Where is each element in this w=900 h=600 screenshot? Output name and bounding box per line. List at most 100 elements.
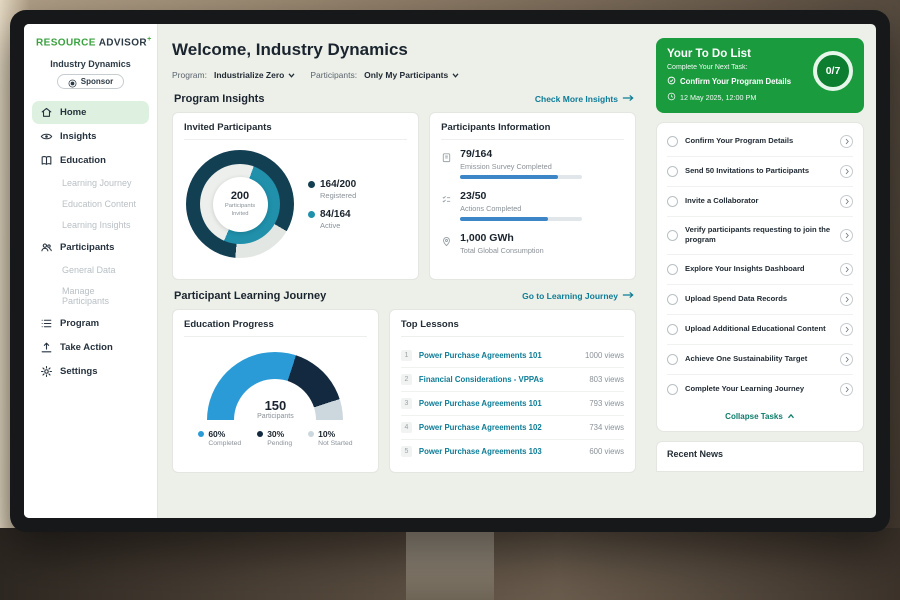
sidebar-item-label: Manage Participants (62, 286, 110, 307)
chevron-right-icon[interactable] (840, 292, 853, 306)
task-checkbox[interactable] (667, 293, 678, 305)
todo-subtitle: Complete Your Next Task: (667, 64, 748, 71)
participants-select-value: Only My Participants (364, 70, 449, 80)
chevron-right-icon[interactable] (840, 228, 853, 242)
sidebar-item-participants[interactable]: Participants (32, 236, 149, 259)
sidebar-item-home[interactable]: Home (32, 101, 149, 125)
lesson-views: 734 views (589, 423, 624, 432)
sidebar-item-general-data[interactable]: General Data (32, 260, 149, 280)
sidebar-item-label: Education (60, 155, 106, 167)
legend-label: Pending (267, 440, 293, 447)
todo-due-label: 12 May 2025, 12:00 PM (680, 93, 757, 102)
task-checkbox[interactable] (667, 353, 678, 365)
sponsor-badge[interactable]: Sponsor (56, 74, 125, 90)
task-row[interactable]: Achieve One Sustainability Target (667, 345, 853, 375)
program-select-value: Industrialize Zero (213, 70, 285, 80)
lesson-row: 3 Power Purchase Agreements 101 793 view… (400, 392, 624, 416)
org-name: Industry Dynamics (50, 59, 131, 70)
task-label: Achieve One Sustainability Target (685, 353, 808, 363)
task-row[interactable]: Explore Your Insights Dashboard (667, 255, 853, 285)
task-checkbox[interactable] (667, 323, 678, 335)
card-title: Education Progress (184, 319, 367, 337)
todo-next-task[interactable]: Confirm Your Program Details (667, 76, 817, 87)
task-row[interactable]: Upload Additional Educational Content (667, 315, 853, 345)
lesson-title-link[interactable]: Power Purchase Agreements 102 (418, 423, 542, 432)
chevron-right-icon[interactable] (840, 165, 853, 178)
legend-label: Registered (320, 190, 357, 200)
sidebar-item-learning-insights[interactable]: Learning Insights (32, 215, 149, 235)
lesson-views: 793 views (589, 399, 624, 408)
sidebar-item-label: General Data (62, 265, 116, 276)
chevron-right-icon[interactable] (840, 262, 853, 276)
lesson-title-link[interactable]: Power Purchase Agreements 101 (418, 399, 542, 408)
chevron-right-icon[interactable] (840, 352, 853, 366)
lesson-title-link[interactable]: Power Purchase Agreements 103 (418, 447, 542, 456)
lesson-views: 1000 views (584, 351, 624, 360)
sidebar: RESOURCE ADVISOR+ Industry Dynamics Spon… (24, 24, 158, 518)
collapse-label: Collapse Tasks (725, 411, 783, 421)
task-checkbox[interactable] (667, 136, 678, 147)
lesson-title-link[interactable]: Power Purchase Agreements 101 (418, 351, 542, 360)
chevron-right-icon[interactable] (840, 195, 853, 208)
chevron-right-icon[interactable] (840, 322, 853, 336)
chevron-right-icon[interactable] (840, 135, 853, 148)
task-label: Verify participants requesting to join t… (685, 225, 831, 245)
main-content: Welcome, Industry Dynamics Program: Indu… (158, 24, 650, 518)
section-title: Program Insights (174, 93, 265, 105)
sidebar-item-insights[interactable]: Insights (32, 125, 149, 148)
sidebar-item-education[interactable]: Education (32, 149, 149, 172)
link-label: Go to Learning Journey (522, 291, 618, 301)
todo-progress-ring: 0/7 (813, 51, 853, 91)
recent-news-header: Recent News (656, 440, 864, 472)
chevron-right-icon[interactable] (840, 382, 853, 396)
sidebar-item-label: Learning Journey (62, 178, 132, 189)
gear-icon (40, 365, 53, 378)
task-checkbox[interactable] (667, 229, 678, 241)
sidebar-nav: Home Insights Education Learning Journey (32, 101, 149, 383)
lesson-views: 600 views (589, 447, 624, 456)
legend-value: 164/200 (320, 178, 357, 190)
gauge-label: Participants (257, 413, 294, 420)
program-select[interactable]: Industrialize Zero (214, 70, 295, 80)
sidebar-item-education-content[interactable]: Education Content (32, 194, 149, 214)
legend-label: Not Started (318, 440, 353, 447)
task-checkbox[interactable] (667, 166, 678, 177)
lesson-title-link[interactable]: Financial Considerations - VPPAs (418, 375, 544, 384)
stat-global-consumption: 1,000 GWh Total Global Consumption (441, 232, 624, 259)
sidebar-item-manage-participants[interactable]: Manage Participants (32, 281, 149, 311)
page-title: Welcome, Industry Dynamics (172, 40, 408, 59)
task-label: Explore Your Insights Dashboard (685, 263, 805, 273)
sidebar-item-settings[interactable]: Settings (32, 360, 149, 383)
sidebar-item-learning-journey[interactable]: Learning Journey (32, 173, 149, 193)
lesson-rank: 5 (400, 446, 412, 457)
sidebar-item-label: Home (60, 107, 87, 119)
lesson-rank: 3 (400, 398, 412, 409)
sidebar-item-label: Education Content (62, 199, 137, 210)
task-checkbox[interactable] (667, 196, 678, 207)
collapse-tasks-link[interactable]: Collapse Tasks (667, 404, 853, 427)
monitor-stand (406, 528, 494, 600)
invited-participants-card: Invited Participants 200 Participants In… (172, 112, 420, 280)
sidebar-item-take-action[interactable]: Take Action (32, 336, 149, 359)
task-row[interactable]: Invite a Collaborator (667, 187, 853, 217)
task-label: Invite a Collaborator (685, 196, 759, 206)
task-row[interactable]: Upload Spend Data Records (667, 285, 853, 315)
sidebar-item-label: Program (60, 318, 100, 330)
task-row[interactable]: Verify participants requesting to join t… (667, 217, 853, 255)
task-row[interactable]: Send 50 Invitations to Participants (667, 157, 853, 187)
legend-value: 10% (318, 429, 336, 439)
task-row[interactable]: Confirm Your Program Details (667, 127, 853, 157)
donut-center-label: Participants Invited (224, 202, 256, 217)
legend-value: 60% (208, 429, 226, 439)
stat-value: 79/164 (460, 148, 493, 160)
task-checkbox[interactable] (667, 383, 678, 395)
participants-select[interactable]: Only My Participants (364, 70, 459, 80)
legend-dot-completed (198, 431, 205, 437)
task-row[interactable]: Complete Your Learning Journey (667, 375, 853, 404)
clock-icon (667, 92, 676, 103)
check-more-insights-link[interactable]: Check More Insights (535, 94, 634, 104)
sidebar-item-program[interactable]: Program (32, 312, 149, 335)
go-to-learning-journey-link[interactable]: Go to Learning Journey (522, 291, 634, 301)
lesson-rank: 1 (400, 350, 412, 361)
task-checkbox[interactable] (667, 263, 678, 275)
